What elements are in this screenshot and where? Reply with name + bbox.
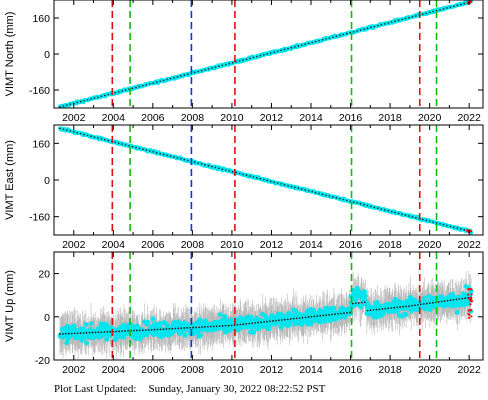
points-east bbox=[58, 126, 474, 235]
series-east bbox=[58, 126, 474, 235]
y-tick-label-north--160: -160 bbox=[29, 85, 50, 97]
x-ticks-up: 2002 2004 2006 2008 2010 2012 2014 2016 2018 2020… bbox=[62, 252, 481, 376]
x-tick-label-east-2012: 2012 bbox=[260, 239, 284, 251]
y-ticks-north: -160 0 160 bbox=[29, 13, 483, 97]
event-lines-east bbox=[111, 125, 438, 235]
x-tick-label-up-2008: 2008 bbox=[181, 364, 205, 376]
y-tick-label-up-20: 20 bbox=[38, 269, 50, 281]
x-tick-label-north-2016: 2016 bbox=[339, 112, 363, 124]
x-tick-label-north-2004: 2004 bbox=[102, 112, 126, 124]
x-tick-label-up-2002: 2002 bbox=[62, 364, 86, 376]
x-tick-label-east-2020: 2020 bbox=[418, 239, 442, 251]
recent-points-up bbox=[467, 287, 474, 319]
footer-label: Plot Last Updated: bbox=[54, 383, 137, 395]
x-tick-label-up-2006: 2006 bbox=[141, 364, 165, 376]
x-tick-label-east-2016: 2016 bbox=[339, 239, 363, 251]
x-tick-label-up-2014: 2014 bbox=[299, 364, 323, 376]
x-ticks-east: 2002 2004 2006 2008 2010 2012 2014 2016 2018 2020… bbox=[62, 125, 481, 251]
x-tick-label-north-2014: 2014 bbox=[299, 112, 323, 124]
model-trend-east bbox=[59, 127, 472, 233]
x-tick-label-north-2010: 2010 bbox=[220, 112, 244, 124]
x-tick-label-east-2010: 2010 bbox=[220, 239, 244, 251]
series-up bbox=[57, 270, 474, 360]
x-tick-label-north-2020: 2020 bbox=[418, 112, 442, 124]
panel-east: 2002 2004 2006 2008 2010 2012 2014 2016 2018 2020… bbox=[4, 124, 484, 251]
x-tick-label-east-2008: 2008 bbox=[181, 239, 205, 251]
y-tick-label-east-0: 0 bbox=[44, 175, 50, 187]
x-tick-label-north-2008: 2008 bbox=[181, 112, 205, 124]
footer-timestamp: Sunday, January 30, 2022 08:22:52 PST bbox=[148, 383, 326, 395]
x-tick-label-up-2012: 2012 bbox=[260, 364, 284, 376]
y-tick-label-up--20: -20 bbox=[35, 355, 50, 367]
x-tick-label-east-2014: 2014 bbox=[299, 239, 323, 251]
panel-north: 2002 2004 2006 2008 2010 2012 2014 2016 2018 2020… bbox=[4, 0, 484, 124]
x-tick-label-north-2022: 2022 bbox=[457, 112, 481, 124]
x-tick-label-north-2002: 2002 bbox=[62, 112, 86, 124]
x-tick-label-up-2018: 2018 bbox=[378, 364, 402, 376]
y-ticks-up: -20 0 20 bbox=[35, 269, 483, 367]
plot-area-up bbox=[57, 252, 474, 360]
x-tick-label-north-2018: 2018 bbox=[378, 112, 402, 124]
x-tick-label-up-2016: 2016 bbox=[339, 364, 363, 376]
y-ticks-east: -160 0 160 bbox=[29, 138, 483, 224]
x-tick-label-north-2006: 2006 bbox=[141, 112, 165, 124]
y-tick-label-north-0: 0 bbox=[44, 49, 50, 61]
model-trend-north bbox=[59, 0, 472, 108]
x-tick-label-east-2002: 2002 bbox=[62, 239, 86, 251]
event-lines-up bbox=[111, 252, 438, 360]
x-tick-label-up-2022: 2022 bbox=[457, 364, 481, 376]
model-trend-up bbox=[59, 296, 473, 335]
x-tick-label-up-2020: 2020 bbox=[418, 364, 442, 376]
y-axis-label-north: VIMT North (mm) bbox=[4, 12, 16, 97]
points-up bbox=[57, 283, 474, 346]
x-tick-label-east-2004: 2004 bbox=[102, 239, 126, 251]
plot-area-north bbox=[58, 0, 474, 108]
frame-up bbox=[53, 251, 484, 361]
y-tick-label-east--160: -160 bbox=[29, 212, 50, 224]
y-tick-label-east-160: 160 bbox=[32, 138, 50, 150]
event-lines-north bbox=[111, 0, 438, 108]
panel-up: 2002 2004 2006 2008 2010 2012 2014 2016 2018 2020… bbox=[4, 251, 484, 376]
x-tick-label-up-2010: 2010 bbox=[220, 364, 244, 376]
x-tick-label-north-2012: 2012 bbox=[260, 112, 284, 124]
x-tick-label-east-2022: 2022 bbox=[457, 239, 481, 251]
x-tick-label-east-2006: 2006 bbox=[141, 239, 165, 251]
x-tick-label-east-2018: 2018 bbox=[378, 239, 402, 251]
series-north bbox=[58, 0, 474, 108]
plot-updated-footer: Plot Last Updated: Sunday, January 30, 20… bbox=[54, 383, 325, 395]
y-axis-label-east: VIMT East (mm) bbox=[4, 140, 16, 220]
points-north bbox=[58, 0, 474, 108]
y-tick-label-up-0: 0 bbox=[44, 312, 50, 324]
y-axis-label-up: VIMT Up (mm) bbox=[4, 270, 16, 342]
x-tick-label-up-2004: 2004 bbox=[102, 364, 126, 376]
y-tick-label-north-160: 160 bbox=[32, 13, 50, 25]
plot-area-east bbox=[58, 125, 474, 235]
x-ticks-north: 2002 2004 2006 2008 2010 2012 2014 2016 2018 2020… bbox=[62, 0, 481, 124]
